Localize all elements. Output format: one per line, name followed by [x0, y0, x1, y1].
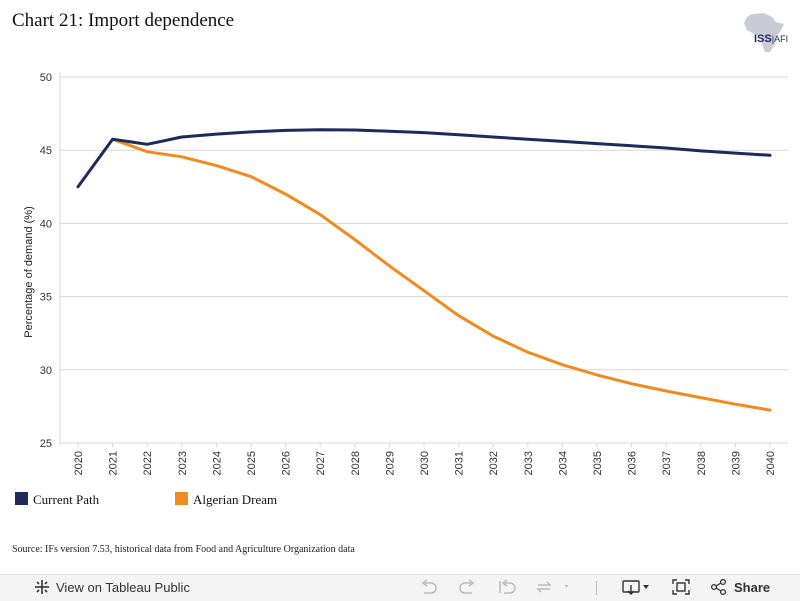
x-tick-label: 2033: [523, 451, 535, 475]
x-tick-label: 2035: [592, 451, 604, 475]
legend-item-algerian-dream[interactable]: Algerian Dream: [175, 492, 277, 508]
y-tick-label: 30: [40, 365, 52, 377]
undo-icon: [421, 579, 437, 594]
x-tick-label: 2028: [350, 451, 362, 475]
x-tick-label: 2039: [730, 451, 742, 475]
line-chart: 25 30 35 40 45 50 2020 2021 2022 2023 2024 2025 2026…: [23, 72, 788, 475]
x-tick-label: 2038: [696, 451, 708, 475]
legend-item-current-path[interactable]: Current Path: [15, 492, 99, 508]
share-button[interactable]: Share: [710, 579, 770, 595]
y-tick-label: 45: [40, 145, 52, 157]
legend-label: Algerian Dream: [193, 492, 278, 507]
tableau-logo-icon: [35, 580, 49, 594]
x-tick-label: 2040: [765, 451, 777, 475]
x-tick-label: 2036: [627, 451, 639, 475]
fullscreen-icon: [672, 579, 690, 595]
series-line-algerian-dream: [111, 137, 772, 412]
redo-icon: [459, 579, 475, 594]
iss-logo: ISS|AFI: [754, 33, 789, 45]
x-tick-label: 2024: [211, 451, 223, 475]
y-tick-label: 25: [40, 438, 52, 450]
x-tick-label: 2031: [454, 451, 466, 475]
x-tick-label: 2034: [557, 451, 569, 475]
legend-swatch: [175, 492, 188, 505]
x-tick-label: 2030: [419, 451, 431, 475]
download-icon: [622, 580, 649, 595]
series-line-current-path: [76, 128, 772, 189]
toolbar-divider: [596, 581, 597, 595]
x-tick-label: 2020: [73, 451, 85, 475]
x-tick-label: 2023: [177, 451, 189, 475]
y-axis-title: Percentage of demand (%): [23, 206, 35, 337]
y-tick-label: 50: [40, 72, 52, 84]
share-label: Share: [734, 579, 771, 595]
legend-label: Current Path: [33, 492, 100, 507]
y-tick-label: 40: [40, 218, 52, 230]
x-tick-label: 2029: [384, 451, 396, 475]
x-tick-label: 2026: [281, 451, 293, 475]
y-tick-label: 35: [40, 292, 52, 304]
view-on-tableau-label: View on Tableau Public: [56, 579, 190, 595]
x-tick-label: 2027: [315, 451, 327, 475]
x-tick-label: 2022: [142, 451, 154, 475]
refresh-icon: [536, 581, 568, 593]
revert-button[interactable]: [498, 579, 516, 595]
x-tick-label: 2021: [108, 451, 120, 475]
x-tick-label: 2025: [246, 451, 258, 475]
share-icon: [710, 579, 727, 595]
revert-icon: [499, 579, 516, 594]
redo-button[interactable]: [458, 579, 476, 595]
x-tick-label: 2037: [661, 451, 673, 475]
tableau-toolbar: View on Tableau Public: [0, 574, 800, 601]
chart-title: Chart 21: Import dependence: [12, 10, 235, 31]
fullscreen-button[interactable]: [672, 579, 690, 595]
undo-button[interactable]: [420, 579, 438, 595]
refresh-button[interactable]: [536, 579, 570, 595]
source-note: Source: IFs version 7.53, historical dat…: [12, 544, 355, 555]
legend-swatch: [15, 492, 28, 505]
x-tick-label: 2032: [488, 451, 500, 475]
africa-map-logo-icon: [744, 13, 784, 52]
download-button[interactable]: [622, 579, 652, 595]
view-on-tableau-public-button[interactable]: View on Tableau Public: [34, 579, 190, 595]
